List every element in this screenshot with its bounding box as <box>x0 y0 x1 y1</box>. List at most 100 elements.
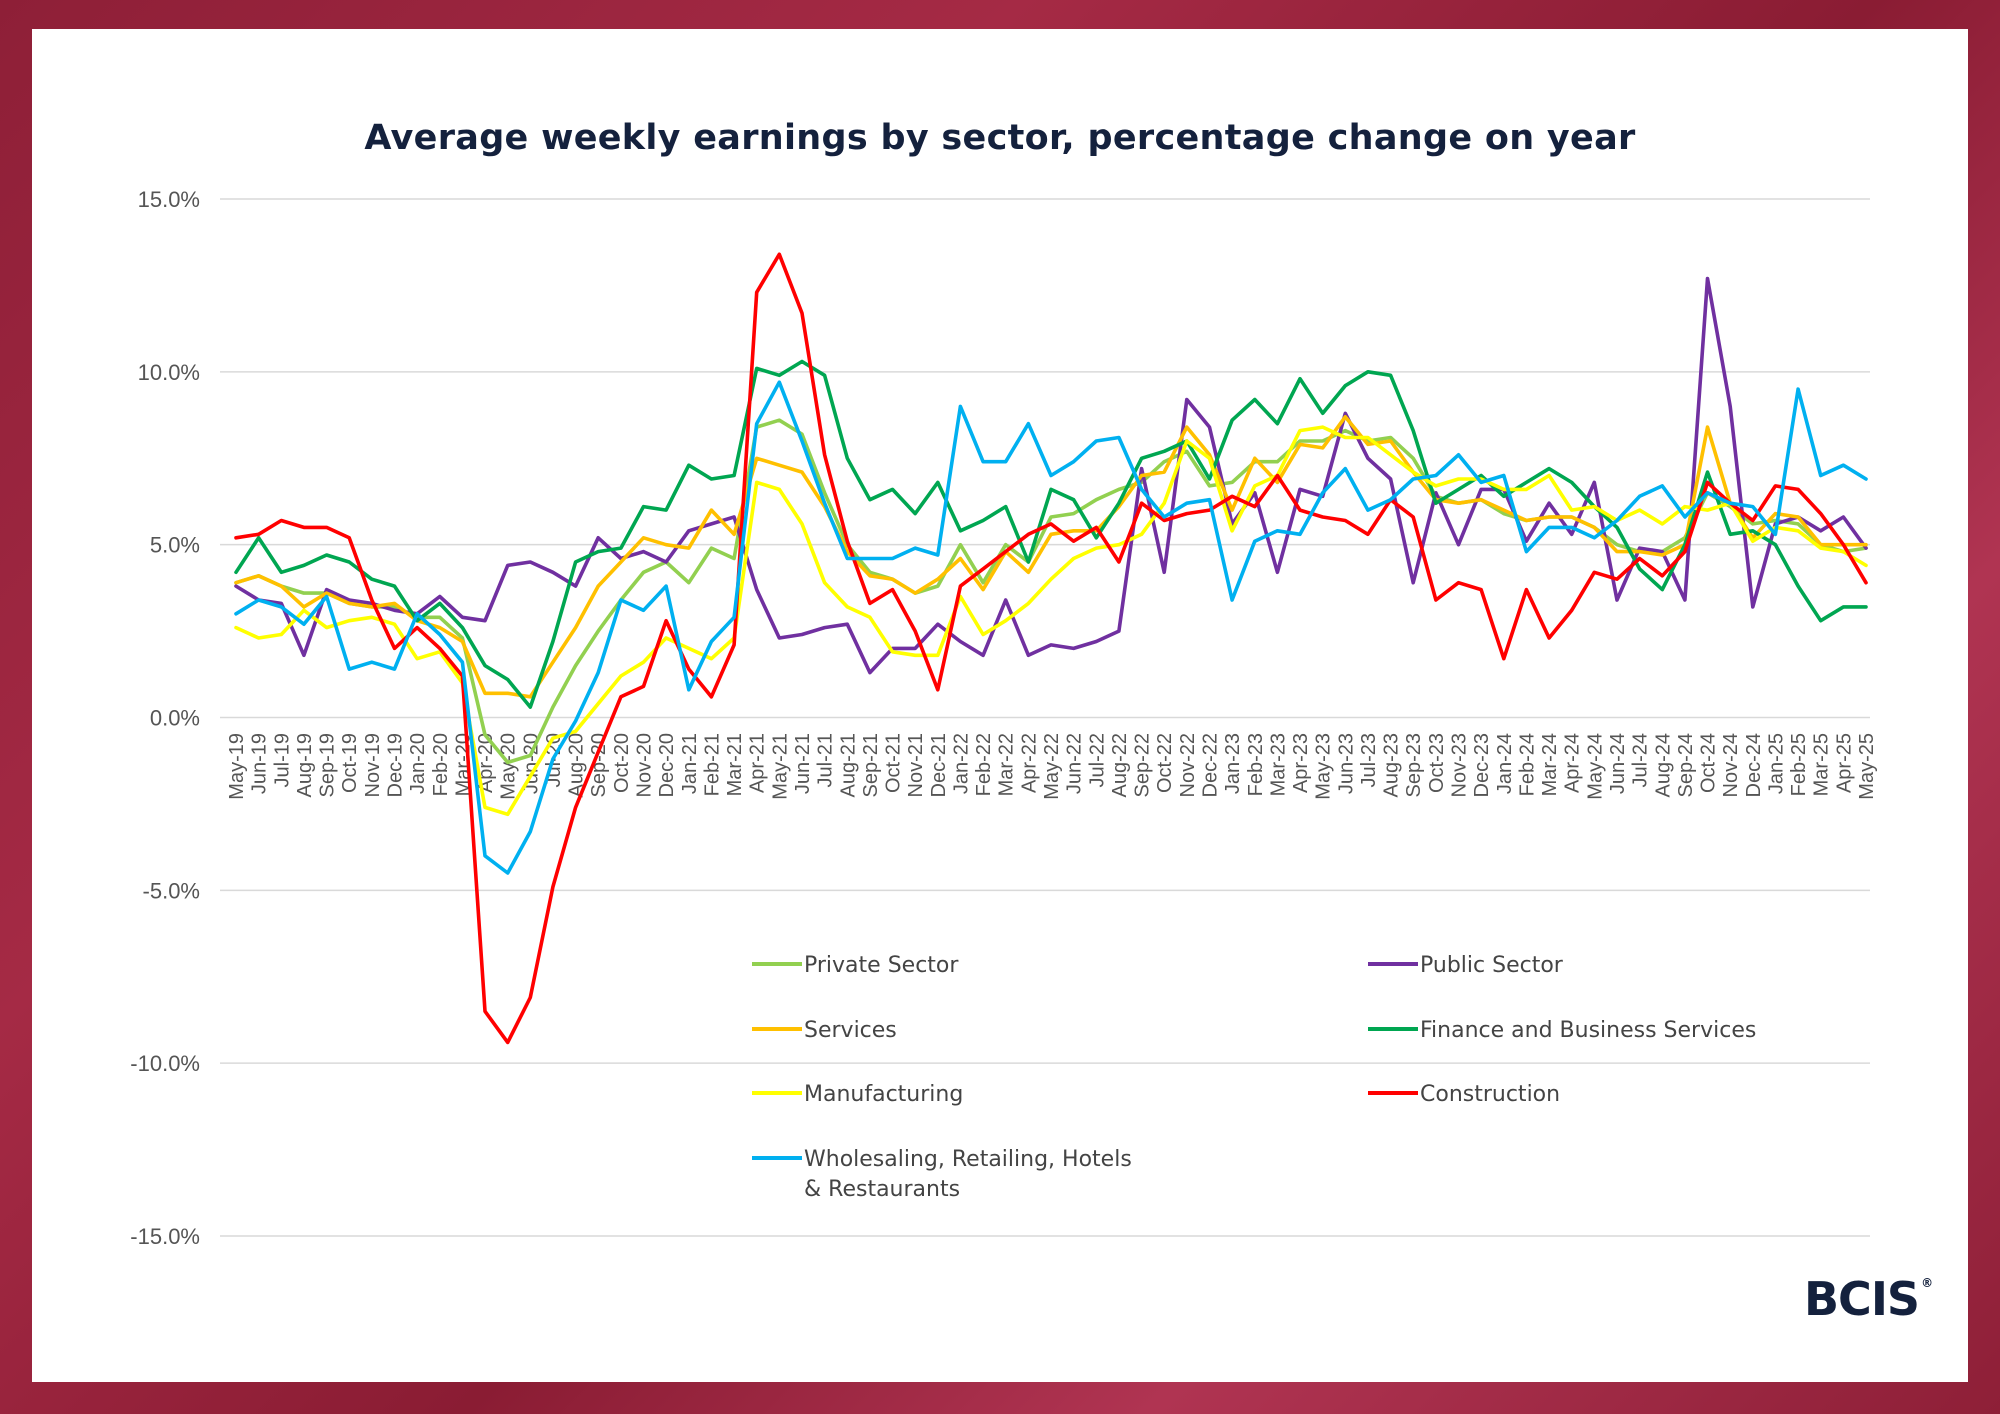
x-tick-label: Dec-21 <box>928 733 950 797</box>
x-tick-label: Jan-20 <box>407 733 429 794</box>
x-tick-label: Nov-22 <box>1177 733 1199 797</box>
legend-item: Public Sector <box>1368 953 1564 978</box>
y-tick-label: 5.0% <box>150 533 200 558</box>
y-tick-label: 0.0% <box>150 706 200 731</box>
x-tick-label: Nov-21 <box>905 733 927 797</box>
x-tick-label: Sep-24 <box>1675 733 1697 798</box>
legend-label: Construction <box>1420 1082 1560 1107</box>
x-tick-label: Dec-19 <box>384 733 406 797</box>
x-tick-label: May-24 <box>1584 733 1606 800</box>
legend-item: Services <box>752 1018 897 1043</box>
x-tick-label: May-22 <box>1041 733 1063 800</box>
y-axis-ticks: 15.0% 10.0% 5.0% 0.0% -5.0% -10.0% -15.0% <box>130 187 200 1249</box>
x-tick-label: Jul-19 <box>271 733 293 787</box>
x-tick-label: Nov-20 <box>634 733 656 797</box>
x-tick-label: Jun-24 <box>1607 733 1629 794</box>
x-tick-label: Aug-23 <box>1381 733 1403 798</box>
x-tick-label: Sep-21 <box>860 733 882 798</box>
x-tick-label: Oct-20 <box>611 733 633 793</box>
x-tick-label: Apr-22 <box>1018 733 1040 793</box>
y-tick-label: 10.0% <box>138 360 200 385</box>
bcis-logo: BCIS ® <box>1804 1272 1933 1326</box>
x-tick-label: Aug-20 <box>566 733 588 798</box>
y-tick-label: -10.0% <box>130 1051 200 1076</box>
x-tick-label: Mar-22 <box>996 733 1018 796</box>
legend-item: Wholesaling, Retailing, Hotels & Restaura… <box>752 1147 1132 1202</box>
x-tick-label: Jan-23 <box>1222 733 1244 794</box>
series-line-construction <box>234 252 1868 1045</box>
x-tick-label: May-19 <box>226 733 248 800</box>
x-tick-label: May-25 <box>1856 733 1878 800</box>
legend-label: Manufacturing <box>804 1082 963 1107</box>
x-tick-label: Jun-19 <box>249 733 271 794</box>
x-tick-label: Oct-21 <box>883 733 905 793</box>
series-line-public-sector <box>234 276 1868 675</box>
x-tick-label: Apr-23 <box>1290 733 1312 793</box>
chart-card <box>32 29 1968 1382</box>
legend-item: Construction <box>1368 1082 1560 1107</box>
x-tick-label: Sep-22 <box>1132 733 1154 798</box>
y-tick-label: 15.0% <box>138 187 200 212</box>
x-tick-label: Jul-23 <box>1358 733 1380 787</box>
y-tick-label: -5.0% <box>143 878 200 903</box>
x-tick-label: Apr-24 <box>1562 733 1584 793</box>
x-tick-label: Feb-22 <box>973 733 995 796</box>
x-tick-label: Jan-22 <box>950 733 972 794</box>
legend-label: Wholesaling, Retailing, Hotels <box>804 1147 1132 1172</box>
x-tick-label: Feb-25 <box>1788 733 1810 796</box>
x-tick-label: Jul-21 <box>815 733 837 787</box>
x-tick-label: Jul-24 <box>1630 733 1652 787</box>
legend-item: Private Sector <box>752 953 959 978</box>
x-tick-label: Jul-22 <box>1086 733 1108 787</box>
x-tick-label: Feb-20 <box>430 733 452 796</box>
legend-label: Public Sector <box>1420 953 1564 978</box>
legend-label: Services <box>804 1018 897 1043</box>
x-tick-label: Aug-22 <box>1109 733 1131 798</box>
x-tick-label: Mar-24 <box>1539 733 1561 796</box>
x-tick-label: Apr-21 <box>747 733 769 793</box>
legend: Private Sector Public Sector Services Finan… <box>752 953 1756 1202</box>
x-tick-label: Nov-19 <box>362 733 384 797</box>
x-tick-label: May-20 <box>498 733 520 800</box>
series-line-services <box>234 414 1868 699</box>
x-tick-label: Feb-21 <box>701 733 723 796</box>
x-tick-label: Sep-19 <box>317 733 339 798</box>
x-tick-label: Oct-22 <box>1154 733 1176 793</box>
x-tick-label: Dec-22 <box>1199 733 1221 797</box>
x-tick-label: Jun-22 <box>1064 733 1086 794</box>
x-tick-label: Feb-24 <box>1516 733 1538 796</box>
logo-registered-mark: ® <box>1921 1276 1933 1290</box>
legend-label: Finance and Business Services <box>1420 1018 1756 1043</box>
x-tick-label: Oct-23 <box>1426 733 1448 793</box>
series-line-wholesaling-retailing-hotels-restaurants <box>234 380 1868 875</box>
x-tick-label: Jan-21 <box>679 733 701 794</box>
x-tick-label: Nov-24 <box>1720 733 1742 797</box>
x-tick-label: Jan-25 <box>1765 733 1787 794</box>
x-tick-label: Sep-20 <box>588 733 610 798</box>
x-tick-label: Apr-25 <box>1833 733 1855 793</box>
x-tick-label: Jun-23 <box>1335 733 1357 794</box>
x-tick-label: Sep-23 <box>1403 733 1425 798</box>
legend-item: Manufacturing <box>752 1082 963 1107</box>
x-tick-label: Aug-19 <box>294 733 316 798</box>
x-tick-label: Oct-19 <box>339 733 361 793</box>
x-tick-label: Feb-23 <box>1245 733 1267 796</box>
x-tick-label: Jan-24 <box>1494 733 1516 794</box>
x-tick-label: Jun-21 <box>792 733 814 794</box>
series-lines <box>234 252 1868 1045</box>
x-tick-label: Aug-24 <box>1652 733 1674 798</box>
x-axis-ticks: May-19 Jun-19 Jul-19 Aug-19 Sep-19 Oct-19 Nov-… <box>226 733 1878 800</box>
series-line-manufacturing <box>234 425 1868 817</box>
x-tick-label: Mar-21 <box>724 733 746 796</box>
x-tick-label: Dec-23 <box>1471 733 1493 797</box>
x-tick-label: Jun-20 <box>520 733 542 794</box>
chart-title: Average weekly earnings by sector, perce… <box>364 118 1636 158</box>
x-tick-label: May-23 <box>1313 733 1335 800</box>
legend-label: & Restaurants <box>804 1177 960 1202</box>
x-tick-label: Mar-23 <box>1267 733 1289 796</box>
x-tick-label: Mar-25 <box>1811 733 1833 796</box>
legend-label: Private Sector <box>804 953 959 978</box>
logo-text: BCIS <box>1804 1272 1920 1326</box>
legend-item: Finance and Business Services <box>1368 1018 1756 1043</box>
